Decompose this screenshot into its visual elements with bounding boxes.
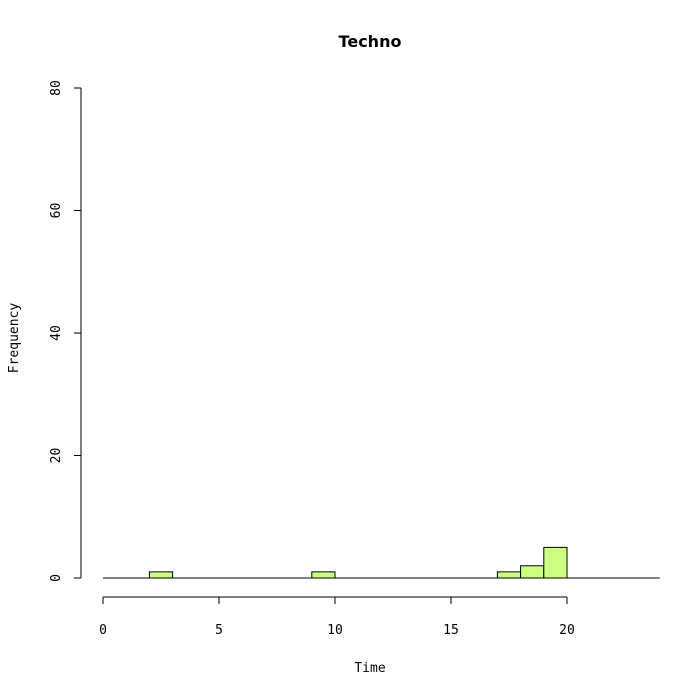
y-tick-label: 60 (49, 203, 64, 219)
x-tick-label: 5 (215, 623, 223, 638)
y-axis-label: Frequency (7, 303, 22, 374)
y-tick-label: 20 (49, 448, 64, 464)
histogram-bar (543, 546, 568, 579)
x-tick-label: 15 (443, 623, 459, 638)
y-tick-label: 40 (49, 325, 64, 341)
y-tick-label: 0 (49, 574, 64, 582)
x-tick-label: 0 (99, 623, 107, 638)
plot-area: 0 20 40 60 80 0 5 10 15 20 (49, 80, 660, 638)
histogram-bar (496, 571, 522, 579)
histogram-bar (520, 565, 545, 579)
x-tick-label: 10 (327, 623, 343, 638)
y-tick-label: 80 (49, 80, 64, 96)
x-axis-label: Time (354, 661, 385, 676)
histogram-bar (148, 571, 174, 579)
histogram-bar (311, 571, 336, 579)
chart-title: Techno (339, 32, 402, 51)
x-tick-label: 20 (559, 623, 575, 638)
